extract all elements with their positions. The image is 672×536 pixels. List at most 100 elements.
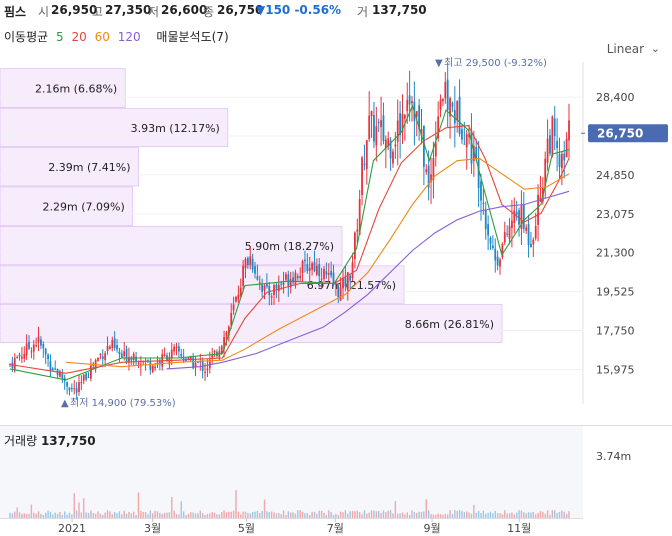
- candle-body: [544, 158, 547, 188]
- chevron-down-icon[interactable]: ⌄: [650, 42, 660, 55]
- candle-body: [163, 354, 166, 356]
- candle-body: [358, 199, 361, 235]
- ma60-label: 60: [94, 30, 110, 44]
- volume-bar: [363, 510, 366, 518]
- volume-bar: [21, 513, 23, 518]
- low-marker-icon: ▲: [61, 398, 69, 409]
- candle-body: [380, 120, 382, 128]
- candle-body: [68, 387, 71, 391]
- candle-body: [411, 101, 413, 104]
- volume-bar: [556, 513, 558, 518]
- candle-body: [558, 154, 561, 168]
- quote-header: 핌스 시 26,950 고 27,350 저 26,600 종 26,750 ▼…: [0, 0, 672, 22]
- volume-bar: [66, 514, 68, 518]
- volume-bar: [268, 512, 270, 518]
- candle-body: [377, 121, 380, 123]
- candle-body: [54, 368, 57, 370]
- volume-bar: [501, 514, 504, 518]
- candle-body: [313, 262, 316, 272]
- candle-body: [342, 278, 344, 289]
- candle-body: [399, 113, 402, 136]
- volume-bar: [397, 513, 399, 518]
- candle-body: [527, 224, 530, 246]
- ma-legend[interactable]: 이동평균 5 20 60 120 매물분석도(7): [4, 28, 233, 46]
- volume-bar: [109, 511, 111, 518]
- time-tick: 5월: [238, 522, 255, 535]
- volume-bar: [25, 513, 28, 518]
- price-tick: 19,525: [596, 286, 635, 299]
- time-tick: 3월: [144, 522, 161, 535]
- candle-body: [106, 346, 109, 351]
- candle-body: [406, 99, 409, 112]
- volume-bar: [102, 514, 104, 518]
- volume-bar: [144, 512, 147, 518]
- candle-body: [511, 220, 513, 229]
- volume-bar: [263, 499, 266, 518]
- volume-bar: [273, 512, 275, 518]
- candle-body: [446, 79, 449, 111]
- volume-bar: [542, 511, 544, 518]
- volume-profile-label: 6.97m (21.57%): [307, 279, 396, 292]
- volume-bar: [251, 512, 254, 518]
- candle-body: [468, 133, 470, 138]
- candle-body: [334, 283, 337, 285]
- volume-bar: [28, 513, 30, 518]
- volume-bar: [470, 513, 473, 518]
- ma120-line: [166, 190, 570, 370]
- candle-body: [194, 362, 197, 368]
- price-tick: 28,400: [596, 91, 635, 104]
- candle-body: [480, 181, 482, 201]
- volume-bar: [487, 512, 489, 518]
- volume-bar: [425, 499, 427, 518]
- candle-body: [534, 226, 537, 239]
- volume-bar: [54, 512, 56, 518]
- candle-body: [560, 153, 563, 169]
- volume-bar: [313, 511, 316, 518]
- candle-body: [23, 353, 26, 359]
- ma20-line: [9, 125, 570, 374]
- volume-bar: [173, 510, 175, 518]
- candle-body: [258, 282, 261, 284]
- candle-body: [549, 135, 551, 154]
- volume-bar: [52, 514, 54, 518]
- volume-bar: [554, 510, 556, 518]
- volume-value: 137,750: [372, 3, 427, 17]
- candle-body: [82, 374, 85, 381]
- volume-bar: [373, 510, 375, 518]
- candle-body: [415, 111, 418, 117]
- volume-panel-title: 거래량 137,750: [4, 432, 96, 449]
- volume-profile-bar: [0, 265, 405, 304]
- volume-bar: [301, 511, 304, 518]
- candle-body: [494, 248, 497, 261]
- open-label: 시: [38, 5, 50, 19]
- volume-bar: [354, 511, 356, 518]
- volume-bar: [83, 498, 85, 518]
- volume-bar: [135, 514, 137, 518]
- volume-bar: [561, 510, 563, 518]
- candle-body: [59, 371, 61, 378]
- candle-body: [154, 366, 157, 369]
- candle-body: [451, 103, 454, 107]
- candle-body: [354, 232, 356, 259]
- volume-bar: [116, 513, 118, 518]
- volume-profile-label[interactable]: 매물분석도(7): [156, 30, 229, 44]
- volume-bar: [420, 511, 423, 518]
- candle-body: [320, 278, 323, 280]
- candle-body: [344, 278, 347, 287]
- volume-bar: [30, 504, 33, 518]
- candle-body: [275, 284, 278, 289]
- candle-body: [453, 110, 456, 124]
- candle-body: [546, 138, 549, 163]
- volume-bar: [513, 514, 515, 518]
- volume-bar: [335, 513, 337, 518]
- candle-body: [515, 212, 518, 216]
- volume-bar: [130, 513, 133, 518]
- scale-mode-toggle[interactable]: Linear: [606, 42, 644, 56]
- close-label: 종: [203, 5, 215, 19]
- candle-body: [330, 270, 333, 276]
- candle-body: [532, 239, 535, 245]
- volume-bar: [411, 510, 413, 518]
- volume-bar: [216, 514, 218, 518]
- volume-bar: [306, 513, 309, 518]
